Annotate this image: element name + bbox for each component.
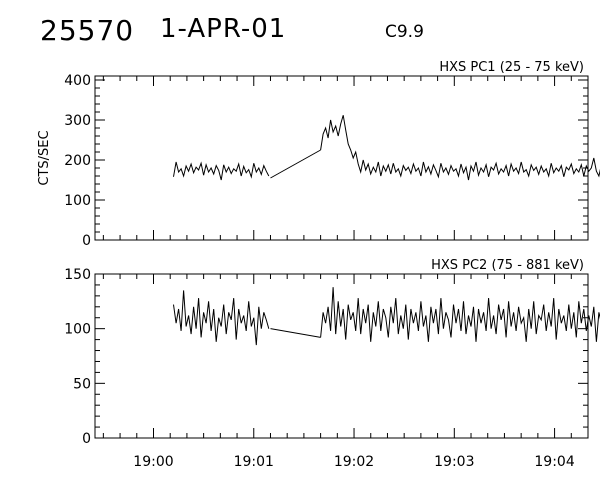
y-tick-label: 100 [64, 322, 91, 338]
series-line-1-2 [320, 115, 600, 181]
event-id: 25570 [40, 14, 135, 47]
x-tick-label: 19:00 [133, 454, 173, 470]
y-axis-label: CTS/SEC [37, 130, 52, 185]
date-label: 1-APR-01 [160, 14, 287, 44]
x-tick-label: 19:04 [534, 454, 574, 470]
plot-frame-1 [94, 75, 589, 241]
series-line-2-2 [320, 287, 600, 342]
y-tick-label: 0 [82, 431, 91, 447]
y-tick-label: 50 [73, 376, 91, 392]
goes-class-label: C9.9 [385, 22, 424, 42]
y-tick-label: 150 [64, 267, 91, 283]
series-line-2-1 [173, 290, 270, 346]
gap-connector-2 [270, 328, 321, 338]
panel-title-1: HXS PC1 (25 - 75 keV) [439, 60, 584, 75]
y-tick-label: 100 [64, 193, 91, 209]
gap-connector-1 [270, 149, 321, 179]
plot-frame-2 [94, 273, 589, 439]
x-tick-label: 19:02 [334, 454, 374, 470]
x-tick-label: 19:01 [234, 454, 274, 470]
x-tick-label: 19:03 [434, 454, 474, 470]
y-tick-label: 0 [82, 233, 91, 249]
y-tick-label: 200 [64, 153, 91, 169]
y-tick-label: 300 [64, 113, 91, 129]
panel-title-2: HXS PC2 (75 - 881 keV) [431, 258, 584, 273]
y-tick-label: 400 [64, 73, 91, 89]
series-line-1-1 [173, 161, 270, 181]
